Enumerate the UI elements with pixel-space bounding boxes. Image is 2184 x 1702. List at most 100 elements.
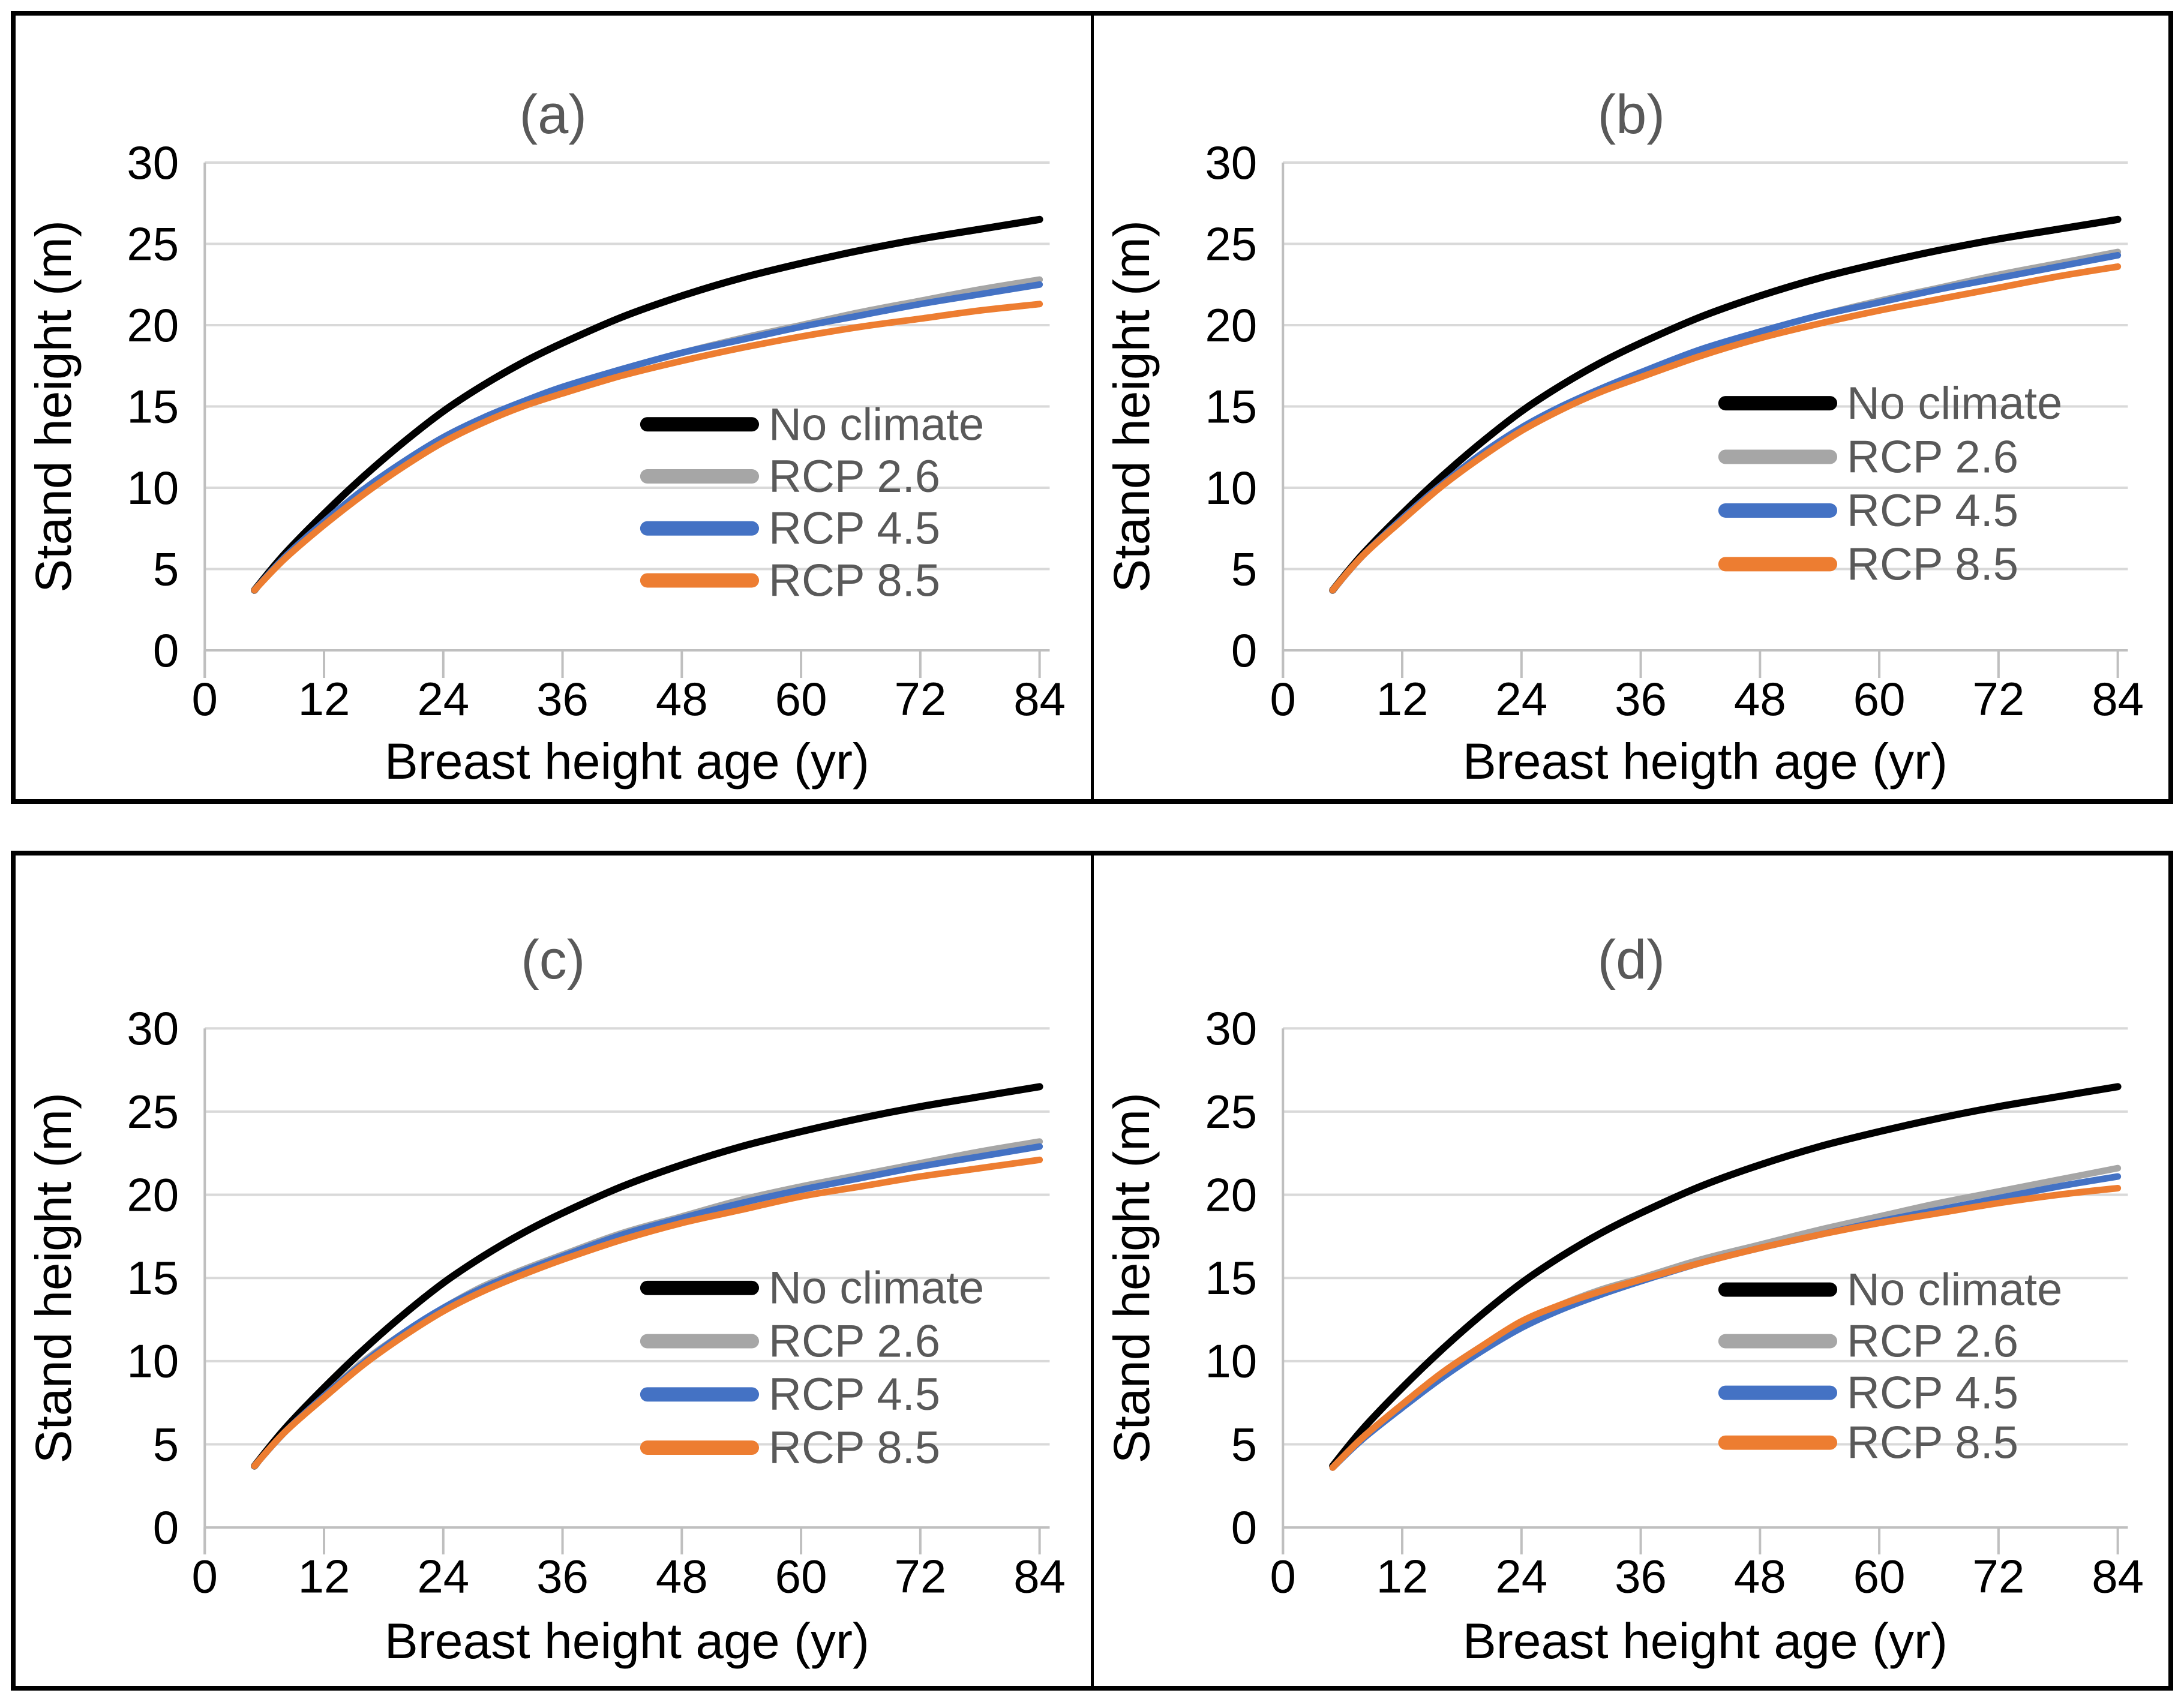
panel-title: (a) [519, 83, 587, 145]
x-tick-label: 36 [536, 1551, 589, 1603]
legend-item-no-climate: No climate [640, 399, 984, 450]
series-line-rcp-8-5 [251, 301, 1043, 594]
panel-d: (d) 0 5 10 15 20 25 30 0 12 24 36 48 60 72 84 Breast hei… [1090, 855, 2169, 1686]
legend-label-rcp-2-6: RCP 2.6 [769, 1316, 940, 1367]
panel-c: (c) 0 5 10 15 20 25 30 0 12 24 36 48 60 72 84 Breast hei… [16, 855, 1091, 1686]
x-tick-label: 84 [1013, 673, 1066, 725]
x-tick-label: 72 [894, 673, 946, 725]
legend-item-rcp-2-6: RCP 2.6 [640, 1316, 940, 1367]
legend-item-rcp-2-6: RCP 2.6 [640, 451, 940, 502]
top-panel-box: (a) 0 5 10 15 20 25 30 0 12 24 36 48 60 72 84 Breast hei… [11, 11, 2173, 804]
x-tick-label: 0 [192, 1551, 218, 1603]
legend-label-rcp-8-5: RCP 8.5 [1847, 1418, 2018, 1469]
legend-item-rcp-4-5: RCP 4.5 [1718, 485, 2018, 536]
x-tick-label: 84 [1013, 1551, 1066, 1603]
series-line-rcp-8-5 [1329, 263, 2121, 594]
legend-label-rcp-4-5: RCP 4.5 [769, 1369, 940, 1420]
x-tick-label: 0 [1270, 673, 1295, 725]
y-tick-label: 30 [1205, 136, 1257, 189]
y-axis-title: Stand height (m) [25, 1092, 82, 1463]
legend-item-rcp-8-5: RCP 8.5 [1718, 1418, 2018, 1469]
legend-item-rcp-8-5: RCP 8.5 [640, 555, 940, 606]
y-tick-label: 20 [127, 299, 179, 352]
y-tick-label: 0 [1231, 624, 1256, 677]
y-tick-label: 20 [1205, 299, 1257, 352]
y-tick-label: 0 [153, 624, 179, 677]
x-tick-label: 24 [417, 1551, 469, 1603]
x-tick-label: 24 [1495, 1551, 1547, 1603]
x-tick-label: 48 [656, 673, 708, 725]
x-tick-label: 0 [1270, 1551, 1295, 1603]
x-tick-label: 36 [536, 673, 589, 725]
chart-c: (c) 0 5 10 15 20 25 30 0 12 24 36 48 60 72 84 Breast hei… [25, 929, 1066, 1669]
legend-label-rcp-4-5: RCP 4.5 [769, 503, 940, 554]
legend-label-no-climate: No climate [1847, 1265, 2062, 1316]
y-tick-label: 5 [1231, 1419, 1256, 1471]
legend-label-rcp-8-5: RCP 8.5 [769, 555, 940, 606]
legend-label-no-climate: No climate [1847, 378, 2062, 429]
panel-title: (b) [1597, 83, 1665, 145]
legend-item-rcp-8-5: RCP 8.5 [640, 1422, 940, 1473]
y-tick-label: 20 [127, 1170, 179, 1221]
legend-label-rcp-4-5: RCP 4.5 [1847, 485, 2018, 536]
series-line-rcp-8-5 [251, 1156, 1043, 1470]
y-tick-label: 25 [1205, 218, 1257, 271]
x-tick-label: 12 [1376, 1551, 1428, 1603]
panel-a: (a) 0 5 10 15 20 25 30 0 12 24 36 48 60 72 84 Breast hei… [16, 16, 1091, 799]
series-line-no-climate [1328, 1083, 2122, 1470]
y-tick-label: 20 [1205, 1170, 1257, 1221]
y-tick-label: 10 [127, 1336, 179, 1388]
x-tick-label: 24 [1495, 673, 1547, 725]
series-line-rcp-8-5 [1329, 1185, 2121, 1471]
series-line-no-climate [251, 1083, 1043, 1470]
panel-b: (b) 0 5 10 15 20 25 30 0 12 24 36 48 60 72 84 Breast hei… [1090, 16, 2169, 799]
y-tick-label: 5 [153, 1419, 179, 1471]
legend-label-rcp-8-5: RCP 8.5 [769, 1422, 940, 1473]
x-tick-label: 48 [656, 1551, 708, 1603]
legend-item-no-climate: No climate [1718, 378, 2062, 429]
panel-title: (c) [521, 929, 585, 990]
y-axis-title: Stand height (m) [1103, 1092, 1159, 1463]
x-tick-label: 48 [1733, 673, 1786, 725]
y-tick-label: 5 [153, 543, 179, 596]
legend-item-rcp-4-5: RCP 4.5 [1718, 1368, 2018, 1418]
legend-item-rcp-4-5: RCP 4.5 [640, 1369, 940, 1420]
x-tick-label: 60 [775, 1551, 827, 1603]
y-tick-label: 10 [1205, 1336, 1257, 1388]
x-tick-label: 72 [894, 1551, 946, 1603]
y-tick-label: 30 [127, 1003, 179, 1055]
legend-label-rcp-2-6: RCP 2.6 [1847, 1316, 2018, 1367]
x-axis-title: Breast height age (yr) [385, 733, 869, 790]
y-tick-label: 10 [127, 461, 179, 514]
x-tick-label: 60 [1853, 673, 1905, 725]
series-line-no-climate [251, 215, 1043, 594]
y-tick-label: 0 [153, 1502, 179, 1554]
legend-item-no-climate: No climate [1718, 1265, 2062, 1316]
legend-item-rcp-8-5: RCP 8.5 [1718, 539, 2018, 590]
y-tick-label: 10 [1205, 461, 1257, 514]
y-tick-label: 30 [127, 136, 179, 189]
x-tick-label: 36 [1615, 673, 1667, 725]
x-tick-label: 24 [417, 673, 469, 725]
x-axis-title: Breast height age (yr) [385, 1613, 869, 1669]
y-tick-label: 0 [1231, 1502, 1256, 1554]
chart-b: (b) 0 5 10 15 20 25 30 0 12 24 36 48 60 72 84 Breast hei… [1103, 83, 2144, 790]
legend-label-rcp-8-5: RCP 8.5 [1847, 539, 2018, 590]
y-axis-title: Stand height (m) [25, 220, 82, 593]
x-tick-label: 36 [1615, 1551, 1667, 1603]
y-tick-label: 15 [1205, 380, 1257, 433]
y-tick-label: 15 [1205, 1253, 1257, 1304]
legend-label-no-climate: No climate [769, 1263, 984, 1314]
y-tick-label: 15 [127, 380, 179, 433]
x-tick-label: 12 [298, 673, 350, 725]
x-tick-label: 12 [298, 1551, 350, 1603]
legend-label-no-climate: No climate [769, 399, 984, 450]
x-tick-label: 72 [1972, 673, 2024, 725]
x-tick-label: 60 [775, 673, 827, 725]
x-tick-label: 84 [2092, 673, 2144, 725]
